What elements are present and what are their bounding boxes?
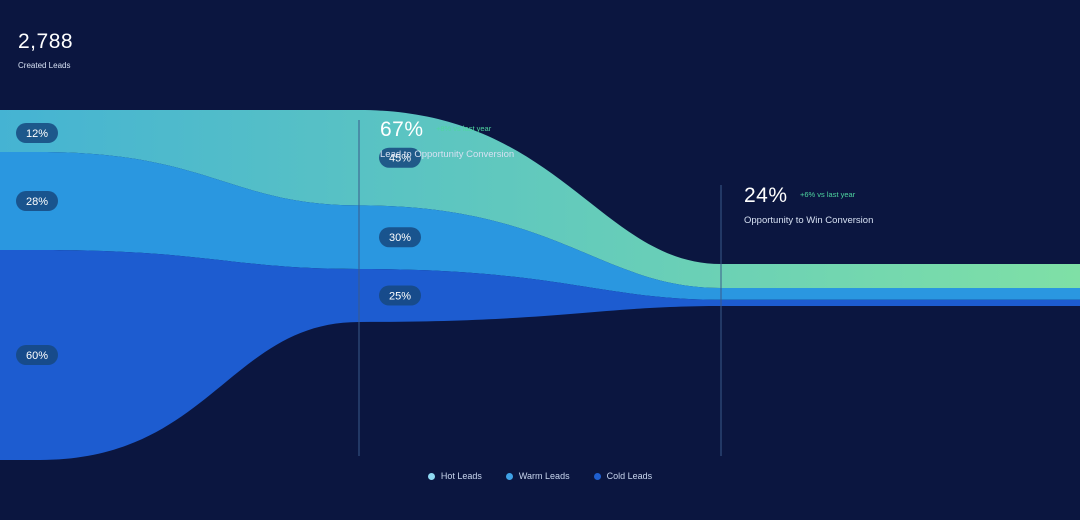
pill-label: 28%: [26, 196, 48, 208]
lead-to-opportunity-delta: +8% vs last year: [435, 124, 492, 134]
pill-background: [379, 285, 421, 306]
chart-legend: Hot Leads Warm Leads Cold Leads: [0, 471, 1080, 481]
band-warm-leads: [0, 152, 1080, 300]
lead-to-opportunity-label: Lead to Opportunity Conversion: [380, 149, 515, 160]
pill-label: 12%: [26, 128, 48, 140]
legend-item-hot[interactable]: Hot Leads: [427, 471, 482, 481]
pill-background: [16, 123, 58, 143]
legend-dot-cold: [593, 472, 601, 480]
band-cold-leads: [0, 250, 1080, 460]
legend-item-cold[interactable]: Cold Leads: [593, 471, 653, 481]
opportunity-to-win-label: Opportunity to Win Conversion: [744, 215, 874, 226]
opportunity-to-win-metric: 24% +6% vs last year Opportunity to Win …: [744, 184, 873, 226]
opportunity-to-win-value: 24%: [744, 184, 788, 207]
pill-background: [16, 191, 58, 211]
pill-label: 45%: [389, 153, 411, 165]
created-leads-value: 2,788: [18, 30, 74, 53]
legend-label-warm: Warm Leads: [518, 471, 570, 481]
created-leads-label: Created Leads: [18, 61, 71, 70]
pill-label: 30%: [389, 232, 411, 244]
pill-cold-stage-1: 60%: [16, 345, 58, 365]
pill-hot-stage-2: 45%: [379, 147, 421, 168]
legend-dot-hot: [427, 472, 435, 480]
pill-label: 25%: [389, 291, 411, 303]
pill-label: 60%: [26, 350, 48, 362]
pill-background: [379, 147, 421, 168]
lead-to-opportunity-value: 67%: [380, 118, 424, 141]
pill-warm-stage-2: 30%: [379, 227, 421, 248]
legend-label-cold: Cold Leads: [606, 471, 653, 481]
pill-background: [379, 227, 421, 248]
band-hot-leads: [0, 110, 1080, 288]
legend-item-warm[interactable]: Warm Leads: [505, 471, 570, 481]
created-leads-summary: 2,788 Created Leads: [18, 30, 73, 70]
pill-cold-stage-2: 25%: [379, 285, 421, 306]
legend-dot-warm: [505, 472, 513, 480]
pill-warm-stage-1: 28%: [16, 191, 58, 211]
pill-background: [16, 345, 58, 365]
lead-to-opportunity-metric: 67% +8% vs last year Lead to Opportunity…: [380, 118, 514, 160]
pill-hot-stage-1: 12%: [16, 123, 58, 143]
opportunity-to-win-delta: +6% vs last year: [799, 190, 856, 200]
legend-label-hot: Hot Leads: [440, 471, 482, 481]
